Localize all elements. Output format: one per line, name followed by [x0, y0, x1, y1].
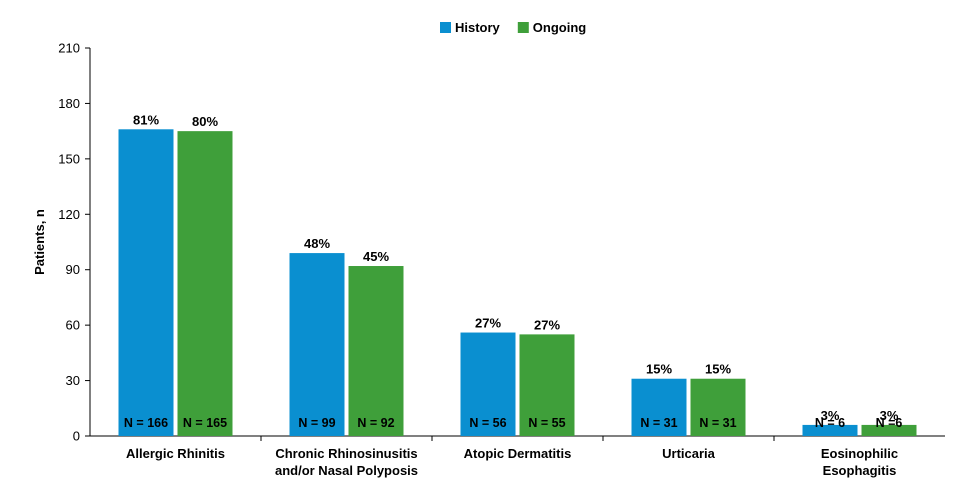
y-tick-label: 150	[58, 151, 80, 166]
legend: History Ongoing	[440, 20, 586, 35]
n-label: N = 56	[469, 416, 506, 430]
percent-label: 27%	[475, 316, 501, 331]
y-tick-label: 90	[66, 262, 80, 277]
y-tick-label: 0	[73, 429, 80, 444]
y-axis-title: Patients, n	[32, 209, 47, 275]
percent-label: 15%	[705, 362, 731, 377]
y-tick-label: 120	[58, 207, 80, 222]
bar-history	[460, 332, 516, 436]
percent-label: 81%	[133, 112, 159, 127]
percent-label: 15%	[646, 362, 672, 377]
n-label: N = 6	[815, 416, 845, 430]
percent-label: 3%	[821, 408, 840, 423]
legend-label-history: History	[455, 20, 501, 35]
y-tick-label: 210	[58, 41, 80, 56]
percent-label: 3%	[880, 408, 899, 423]
bar-ongoing	[177, 131, 233, 436]
bar-history	[631, 378, 687, 436]
bar-ongoing	[348, 266, 404, 436]
percent-label: 27%	[534, 317, 560, 332]
bar-history	[118, 129, 174, 437]
bar-ongoing	[690, 378, 746, 436]
n-label: N = 165	[183, 416, 227, 430]
data-labels: 81% N = 166 80% N = 165 48% N = 99 45% N = 92 27…	[124, 112, 902, 430]
x-tick-label: Allergic Rhinitis	[126, 446, 225, 461]
n-label: N = 99	[298, 416, 335, 430]
y-tick-label: 180	[58, 96, 80, 111]
bars	[118, 129, 917, 437]
axes: 0 30 60 90 120 150 180 210 Patients, n Allergic R…	[32, 41, 945, 478]
x-tick-label: Urticaria	[662, 446, 716, 461]
legend-swatch-history	[440, 22, 451, 33]
x-tick-label: Chronic Rhinosinusitis	[275, 446, 417, 461]
bar-history	[289, 253, 345, 436]
x-tick-label: Esophagitis	[823, 463, 897, 478]
percent-label: 45%	[363, 249, 389, 264]
n-label: N =6	[876, 416, 903, 430]
n-label: N = 55	[528, 416, 565, 430]
x-tick-label: and/or Nasal Polyposis	[275, 463, 418, 478]
n-label: N = 31	[640, 416, 677, 430]
legend-label-ongoing: Ongoing	[533, 20, 586, 35]
y-tick-label: 60	[66, 318, 80, 333]
y-tick-label: 30	[66, 373, 80, 388]
legend-swatch-ongoing	[517, 22, 529, 33]
n-label: N = 31	[699, 416, 736, 430]
bar-ongoing	[861, 424, 917, 436]
percent-label: 80%	[192, 114, 218, 129]
percent-label: 48%	[304, 236, 330, 251]
x-tick-label: Eosinophilic	[821, 446, 898, 461]
bar-ongoing	[519, 334, 575, 436]
n-label: N = 166	[124, 416, 168, 430]
bar-history	[802, 424, 858, 436]
n-label: N = 92	[357, 416, 394, 430]
x-tick-label: Atopic Dermatitis	[464, 446, 572, 461]
